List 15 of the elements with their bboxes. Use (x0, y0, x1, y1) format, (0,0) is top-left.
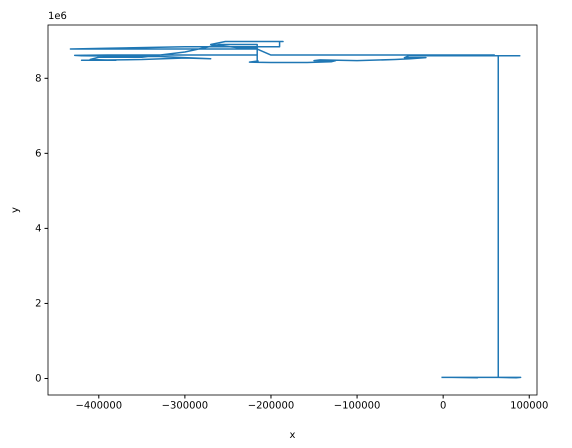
line-series (70, 40, 522, 378)
x-tick-label: 0 (440, 400, 446, 412)
y-tick-label: 4 (35, 224, 42, 235)
x-tick-label: −100000 (334, 400, 380, 412)
y-axis-title: y (10, 206, 21, 213)
y-tick-label: 0 (35, 374, 42, 385)
x-tick-label: −300000 (162, 400, 208, 412)
x-tick-label: −400000 (76, 400, 122, 412)
y-tick-label: 8 (35, 73, 42, 84)
text: 1e6 (48, 11, 67, 22)
x-axis-title: x (290, 430, 296, 441)
x-tick-label: 100000 (510, 400, 548, 412)
y-tick-label: 2 (35, 298, 42, 310)
y-tick-label: 6 (35, 148, 42, 160)
x-tick-label: −200000 (248, 400, 294, 412)
